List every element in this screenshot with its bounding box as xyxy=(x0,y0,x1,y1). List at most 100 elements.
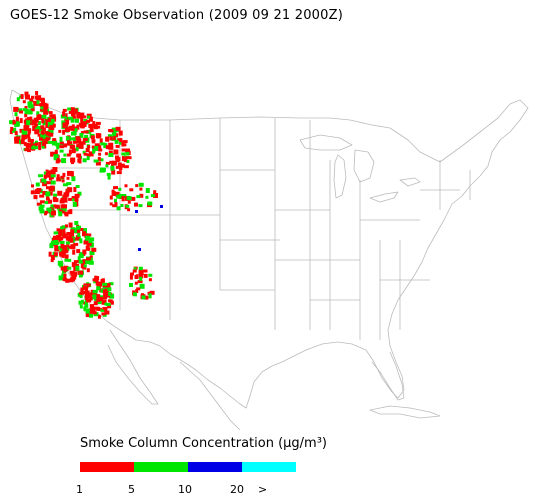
smoke-pixel xyxy=(145,188,150,193)
smoke-pixel xyxy=(62,143,68,148)
legend-swatch-1-5 xyxy=(80,462,134,472)
smoke-pixel xyxy=(52,167,58,172)
smoke-pixel xyxy=(127,200,131,204)
smoke-pixel xyxy=(100,308,106,312)
smoke-pixel xyxy=(148,273,153,277)
us-basemap xyxy=(9,89,529,430)
smoke-pixel xyxy=(51,210,56,216)
smoke-pixel xyxy=(39,204,45,208)
smoke-pixel xyxy=(52,196,57,202)
smoke-pixel xyxy=(58,231,63,236)
smoke-pixel xyxy=(72,201,77,207)
smoke-pixel xyxy=(108,153,114,157)
smoke-pixel xyxy=(50,204,55,209)
smoke-pixel xyxy=(107,134,112,138)
smoke-pixel xyxy=(101,312,106,316)
us-outline xyxy=(9,89,529,409)
smoke-pixel xyxy=(67,235,72,239)
smoke-pixel xyxy=(79,304,83,309)
smoke-pixel xyxy=(67,210,72,215)
lake-ontario xyxy=(399,177,421,187)
smoke-pixel xyxy=(56,177,62,182)
smoke-pixel xyxy=(102,282,108,286)
smoke-pixel xyxy=(72,140,78,144)
smoke-pixel xyxy=(50,259,54,263)
smoke-pixel xyxy=(85,260,90,265)
smoke-pixel xyxy=(76,225,82,230)
smoke-pixel xyxy=(23,125,28,129)
smoke-pixel xyxy=(61,227,65,233)
smoke-pixel xyxy=(57,260,63,266)
smoke-pixel xyxy=(18,108,23,113)
smoke-pixel xyxy=(111,127,117,133)
smoke-pixel xyxy=(24,91,29,96)
smoke-pixel xyxy=(107,304,112,309)
smoke-pixel xyxy=(82,266,87,270)
smoke-pixel xyxy=(29,98,34,103)
smoke-pixel xyxy=(41,178,47,183)
smoke-pixel xyxy=(66,136,70,141)
smoke-pixel xyxy=(62,129,66,135)
smoke-pixel xyxy=(68,197,73,201)
smoke-pixel xyxy=(60,204,66,209)
smoke-pixel xyxy=(39,108,43,112)
smoke-pixel xyxy=(47,137,51,141)
smoke-pixel xyxy=(62,277,66,281)
smoke-pixel xyxy=(34,140,38,144)
smoke-pixel xyxy=(103,143,108,149)
smoke-pixel xyxy=(66,182,72,186)
smoke-pixel xyxy=(29,139,34,142)
smoke-pixel xyxy=(72,130,77,135)
smoke-pixel xyxy=(74,108,78,114)
smoke-pixel xyxy=(121,141,125,147)
smoke-pixel xyxy=(48,111,53,115)
smoke-pixel xyxy=(50,151,54,157)
smoke-pixel xyxy=(78,145,83,149)
smoke-pixel xyxy=(46,207,52,213)
smoke-pixel xyxy=(107,287,112,292)
smoke-pixel xyxy=(52,138,57,142)
smoke-pixel xyxy=(26,128,32,132)
smoke-pixel xyxy=(111,160,117,165)
smoke-pixel xyxy=(89,251,95,255)
smoke-pixel xyxy=(65,117,69,120)
smoke-pixel xyxy=(71,228,77,233)
smoke-pixel xyxy=(67,170,72,176)
smoke-pixel xyxy=(70,107,75,113)
smoke-pixel xyxy=(82,228,87,234)
smoke-pixel xyxy=(68,237,74,243)
smoke-pixel xyxy=(100,278,104,282)
smoke-pixel xyxy=(70,118,75,123)
smoke-pixel xyxy=(84,239,88,243)
smoke-pixel xyxy=(104,288,110,294)
smoke-pixel xyxy=(27,110,33,115)
smoke-pixel xyxy=(64,258,69,262)
smoke-pixel xyxy=(36,95,42,101)
smoke-pixel xyxy=(38,174,44,178)
smoke-pixels xyxy=(9,91,163,319)
smoke-pixel xyxy=(60,210,65,214)
smoke-pixel xyxy=(56,235,62,240)
smoke-pixel xyxy=(68,245,73,249)
smoke-pixel xyxy=(59,136,63,142)
smoke-pixel xyxy=(119,167,123,171)
smoke-pixel xyxy=(96,135,100,139)
smoke-pixel xyxy=(139,187,143,191)
smoke-pixel xyxy=(130,196,136,201)
smoke-pixel xyxy=(91,247,97,252)
smoke-pixel xyxy=(38,145,42,151)
smoke-pixel xyxy=(75,118,79,123)
smoke-pixel xyxy=(66,176,70,180)
smoke-pixel xyxy=(24,130,28,135)
smoke-pixel xyxy=(55,158,60,164)
smoke-pixel xyxy=(82,231,86,237)
smoke-pixel xyxy=(63,265,69,269)
smoke-pixel xyxy=(69,270,75,274)
lake-michigan xyxy=(333,154,347,199)
smoke-pixel xyxy=(111,189,115,193)
smoke-pixel xyxy=(73,137,76,143)
smoke-pixel xyxy=(73,260,79,264)
smoke-pixel xyxy=(13,106,19,112)
smoke-pixel xyxy=(53,235,57,241)
smoke-pixel xyxy=(106,136,110,142)
